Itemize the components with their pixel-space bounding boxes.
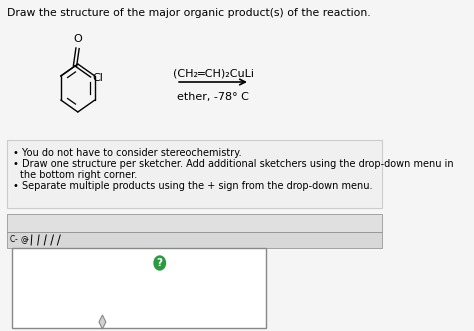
Text: O: O bbox=[73, 34, 82, 44]
Bar bbox=[45, 217, 49, 227]
Text: • You do not have to consider stereochemistry.: • You do not have to consider stereochem… bbox=[13, 148, 242, 158]
Bar bbox=[65, 217, 69, 227]
Text: ether, -78° C: ether, -78° C bbox=[177, 92, 249, 102]
Text: ?: ? bbox=[157, 258, 163, 268]
Bar bbox=[80, 217, 83, 227]
Text: • Draw one structure per sketcher. Add additional sketchers using the drop-down : • Draw one structure per sketcher. Add a… bbox=[13, 159, 454, 169]
Text: Cl: Cl bbox=[92, 73, 103, 83]
Bar bbox=[35, 217, 39, 227]
Bar bbox=[10, 217, 15, 227]
Bar bbox=[59, 217, 63, 227]
Text: @: @ bbox=[20, 235, 28, 245]
Bar bbox=[23, 217, 27, 227]
Bar bbox=[74, 217, 78, 227]
Text: -: - bbox=[26, 235, 28, 245]
Bar bbox=[51, 217, 55, 227]
Text: • Separate multiple products using the + sign from the drop-down menu.: • Separate multiple products using the +… bbox=[13, 181, 373, 191]
Bar bbox=[28, 217, 33, 227]
Bar bbox=[12, 248, 266, 328]
Bar bbox=[7, 140, 382, 208]
Text: (CH₂═CH)₂CuLi: (CH₂═CH)₂CuLi bbox=[173, 68, 254, 78]
Text: C: C bbox=[10, 235, 15, 245]
Text: Draw the structure of the major organic product(s) of the reaction.: Draw the structure of the major organic … bbox=[7, 8, 370, 18]
Circle shape bbox=[154, 256, 165, 270]
Text: the bottom right corner.: the bottom right corner. bbox=[19, 170, 137, 180]
Bar bbox=[17, 217, 20, 227]
Polygon shape bbox=[99, 315, 106, 329]
Text: -: - bbox=[15, 235, 18, 245]
Bar bbox=[7, 214, 382, 232]
Bar bbox=[7, 232, 382, 248]
